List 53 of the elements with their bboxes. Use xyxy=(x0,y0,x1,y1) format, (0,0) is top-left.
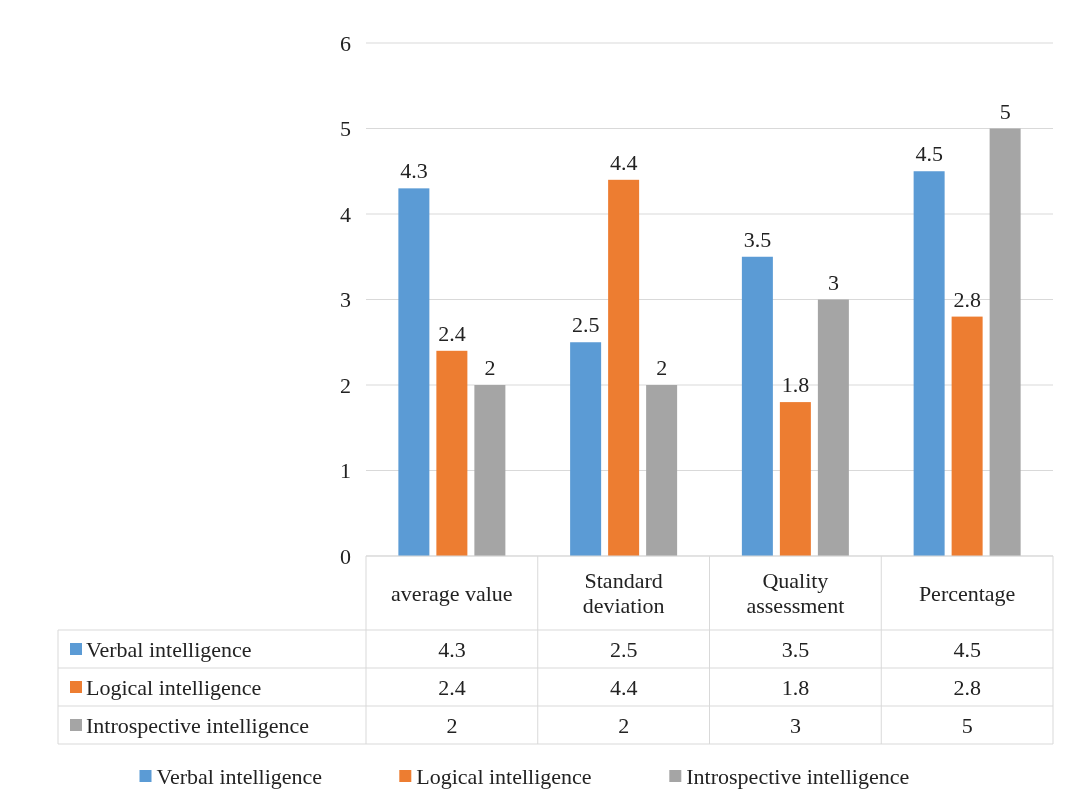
legend-label: Introspective intelligence xyxy=(686,763,910,789)
text: 4.3 xyxy=(438,636,466,662)
bar xyxy=(741,256,773,556)
bar xyxy=(436,350,468,556)
data-label: 4.3 xyxy=(400,158,428,184)
data-label: 4.4 xyxy=(609,149,638,175)
data-label: 5 xyxy=(999,98,1011,124)
bar xyxy=(608,179,640,556)
text: 4.4 xyxy=(609,674,638,700)
text: 2 xyxy=(446,712,458,738)
text: 2.5 xyxy=(609,636,638,662)
data-label: 1.8 xyxy=(781,372,810,398)
text: 2 xyxy=(618,712,630,738)
data-label: 3 xyxy=(827,269,839,295)
text: Introspective intelligence xyxy=(86,712,309,738)
y-tick-label: 1 xyxy=(340,458,351,484)
y-tick-label: 5 xyxy=(340,116,351,142)
x-tick-label: average value xyxy=(391,580,513,606)
data-label: 2.5 xyxy=(571,312,600,338)
data-label: 2.4 xyxy=(438,320,466,346)
data-label: 2 xyxy=(656,355,668,380)
text: 2.8 xyxy=(953,674,981,700)
y-tick-label: 0 xyxy=(340,543,351,569)
bar xyxy=(646,385,678,556)
text: 2.4 xyxy=(438,674,466,700)
bar xyxy=(474,385,506,556)
data-label: 2.8 xyxy=(953,286,981,312)
y-tick-label: 2 xyxy=(340,372,351,398)
x-tick-label: Standard deviation xyxy=(582,568,665,619)
x-tick-label: Quality assessment xyxy=(746,568,845,619)
text: 1.8 xyxy=(781,674,810,700)
data-label: 3.5 xyxy=(743,226,772,252)
bar xyxy=(817,299,849,556)
y-tick-label: 6 xyxy=(340,30,351,56)
text: Verbal intelligence xyxy=(156,763,323,789)
text: 5 xyxy=(961,712,973,738)
bar xyxy=(951,316,983,556)
x-tick-label: Percentage xyxy=(918,580,1016,606)
text: 3 xyxy=(789,712,801,738)
y-tick-label: 3 xyxy=(340,287,351,313)
y-tick-label: 4 xyxy=(340,201,351,227)
text: 4.5 xyxy=(953,636,981,662)
legend-label: Logical intelligence xyxy=(416,763,592,789)
bar xyxy=(779,402,811,556)
bar xyxy=(570,342,602,556)
data-label: 2 xyxy=(484,355,496,380)
bar xyxy=(913,171,945,556)
text: 3.5 xyxy=(781,636,810,662)
bar xyxy=(989,128,1021,556)
text: Logical intelligence xyxy=(86,674,262,700)
data-label: 4.5 xyxy=(915,141,943,167)
bar xyxy=(398,188,430,556)
legend-label: Verbal intelligence xyxy=(86,636,252,662)
